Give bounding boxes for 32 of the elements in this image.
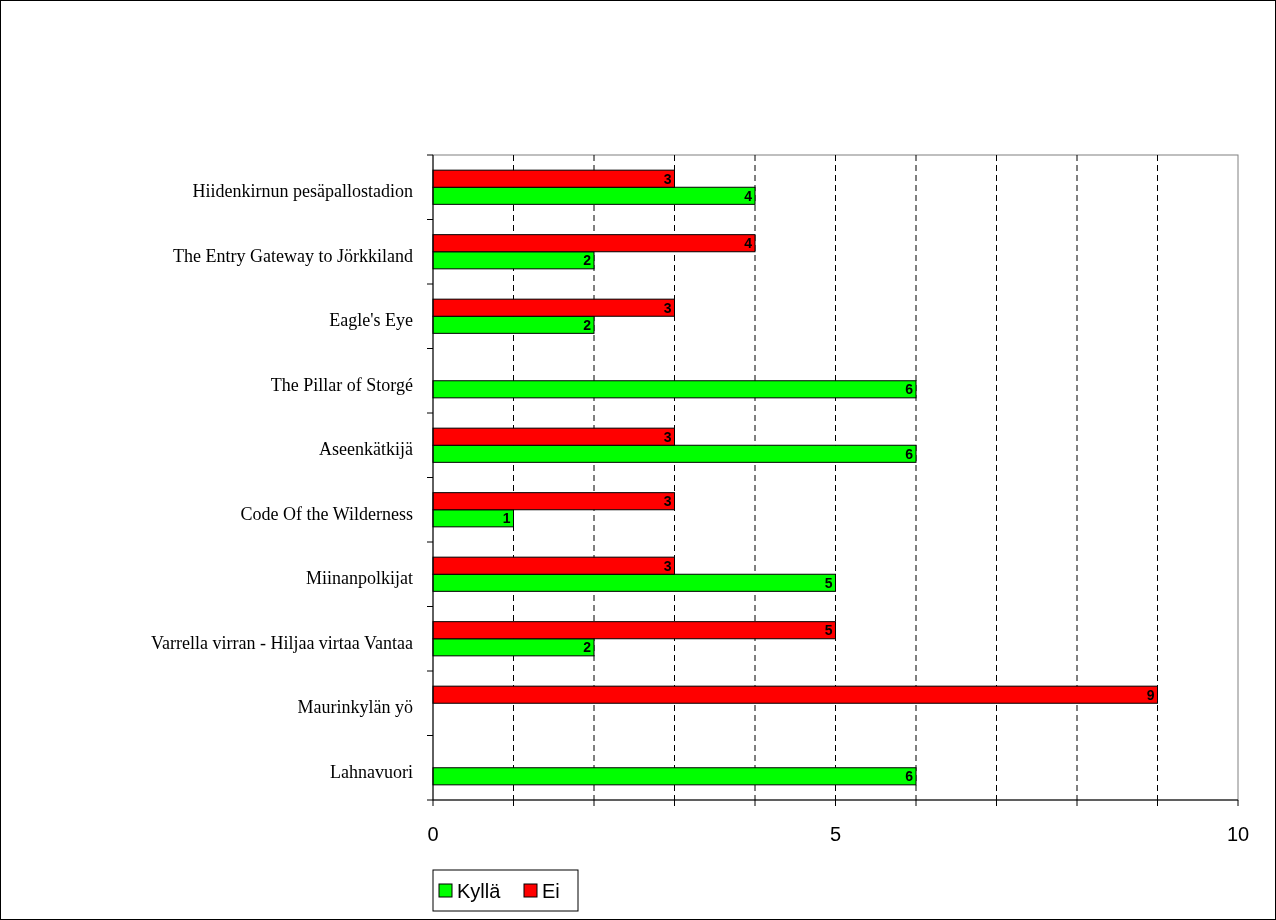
data-label: 5 [824,622,833,639]
data-label: 2 [583,639,592,656]
data-label: 1 [502,510,511,527]
y-tick-label: The Pillar of Storgé [270,374,413,395]
data-label: 9 [1146,686,1155,703]
y-tick-label: Lahnavuori [330,761,413,782]
data-label: 4 [744,235,753,252]
legend-label: Ei [542,880,560,902]
data-label: 6 [905,445,914,462]
x-tick-label: 0 [427,823,439,845]
y-tick-label: Aseenkätkijä [319,439,414,460]
x-tick-label: 10 [1226,823,1250,845]
data-label: 3 [663,557,672,574]
x-tick-label: 5 [829,823,842,845]
data-label: 6 [905,768,914,785]
y-tick-label: Hiidenkirnun pesäpallostadion [192,181,413,202]
data-label: 3 [663,170,672,187]
data-label: 3 [663,493,672,510]
data-label: 6 [905,381,914,398]
y-tick-label: Varrella virran - Hiljaa virtaa Vantaa [150,632,413,653]
data-label: 4 [744,187,753,204]
y-tick-label: Miinanpolkijat [306,568,413,589]
data-label: 2 [583,252,592,269]
y-tick-label: Eagle's Eye [329,310,413,331]
y-tick-label: Maurinkylän yö [297,697,413,718]
data-label: 2 [583,316,592,333]
data-label: 5 [824,574,833,591]
data-label: 3 [663,428,672,445]
y-tick-label: The Entry Gateway to Jörkkiland [173,245,413,266]
legend-label: Kyllä [457,880,502,902]
y-tick-label: Code Of the Wilderness [240,503,413,524]
data-label: 3 [663,299,672,316]
